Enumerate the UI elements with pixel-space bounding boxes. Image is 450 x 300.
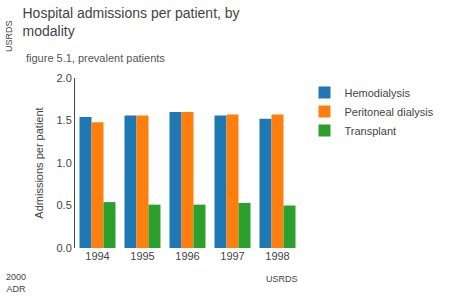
svg-text:2.0: 2.0 bbox=[57, 72, 72, 84]
svg-text:1.5: 1.5 bbox=[57, 114, 72, 126]
svg-text:1995: 1995 bbox=[130, 250, 154, 262]
svg-text:Peritoneal dialysis: Peritoneal dialysis bbox=[345, 106, 434, 118]
svg-text:0.5: 0.5 bbox=[57, 199, 72, 211]
svg-text:0.0: 0.0 bbox=[57, 242, 72, 254]
svg-text:figure 5.1, prevalent patients: figure 5.1, prevalent patients bbox=[26, 52, 165, 64]
svg-text:2000ADR: 2000ADR bbox=[6, 272, 26, 294]
svg-text:1998: 1998 bbox=[265, 250, 289, 262]
svg-text:Transplant: Transplant bbox=[345, 125, 397, 137]
svg-text:1996: 1996 bbox=[175, 250, 199, 262]
svg-text:USRDS: USRDS bbox=[266, 274, 298, 284]
svg-text:Hemodialysis: Hemodialysis bbox=[345, 87, 411, 99]
svg-text:Hospital admissions per patien: Hospital admissions per patient, bymodal… bbox=[23, 5, 240, 39]
svg-text:1997: 1997 bbox=[220, 250, 244, 262]
svg-text:USRDS: USRDS bbox=[4, 20, 14, 52]
svg-text:Admissions per patient: Admissions per patient bbox=[33, 107, 45, 218]
svg-text:1.0: 1.0 bbox=[57, 157, 72, 169]
svg-text:1994: 1994 bbox=[85, 250, 109, 262]
